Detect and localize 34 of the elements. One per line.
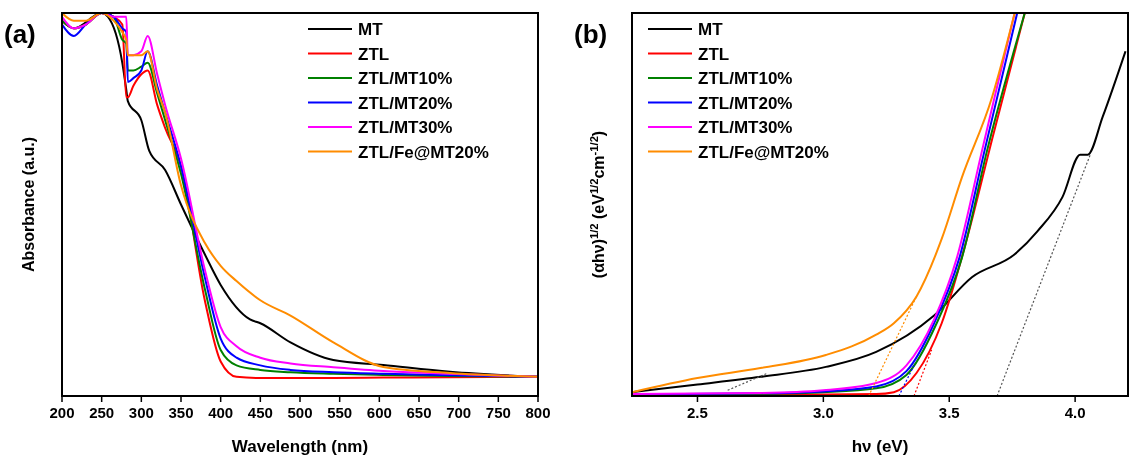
legend-label: ZTL/MT30% — [358, 118, 453, 137]
x-tick-label: 3.5 — [938, 404, 960, 421]
x-tick-label: 450 — [247, 404, 273, 421]
x-tick-label: 500 — [287, 404, 313, 421]
x-tick-label: 650 — [406, 404, 432, 421]
x-tick-label: 700 — [446, 404, 472, 421]
x-tick-label: 800 — [525, 404, 551, 421]
x-axis-title: hν (eV) — [851, 437, 909, 456]
legend-label: ZTL — [698, 44, 730, 64]
chart-title: (a) — [4, 19, 36, 49]
legend-label: ZTL/MT20% — [358, 93, 453, 113]
legend-label: ZTL/Fe@MT20% — [698, 142, 829, 162]
x-tick-label: 250 — [89, 404, 115, 421]
x-tick-label: 350 — [168, 404, 194, 421]
legend-label: ZTL/MT10% — [358, 69, 453, 88]
x-tick-label: 3.0 — [812, 404, 834, 421]
legend-label: ZTL/MT30% — [698, 118, 793, 137]
x-axis-title: Wavelength (nm) — [231, 437, 369, 456]
legend-label: ZTL/MT20% — [698, 93, 793, 113]
y-axis-title: Absorbance (a.u.) — [20, 136, 37, 273]
legend-label: MT — [358, 20, 384, 39]
x-tick-label: 300 — [128, 404, 154, 421]
x-tick-label: 400 — [208, 404, 234, 421]
x-tick-label: 200 — [49, 404, 75, 421]
legend-label: MT — [698, 20, 724, 39]
x-tick-label: 550 — [327, 404, 353, 421]
x-tick-label: 750 — [485, 404, 511, 421]
legend-label: ZTL/Fe@MT20% — [358, 142, 489, 162]
x-tick-label: 4.0 — [1064, 404, 1086, 421]
legend-label: ZTL — [358, 44, 390, 64]
x-tick-label: 2.5 — [687, 404, 708, 421]
x-tick-label: 600 — [366, 404, 392, 421]
legend-label: ZTL/MT10% — [698, 69, 793, 88]
chart-title: (b) — [574, 19, 608, 49]
